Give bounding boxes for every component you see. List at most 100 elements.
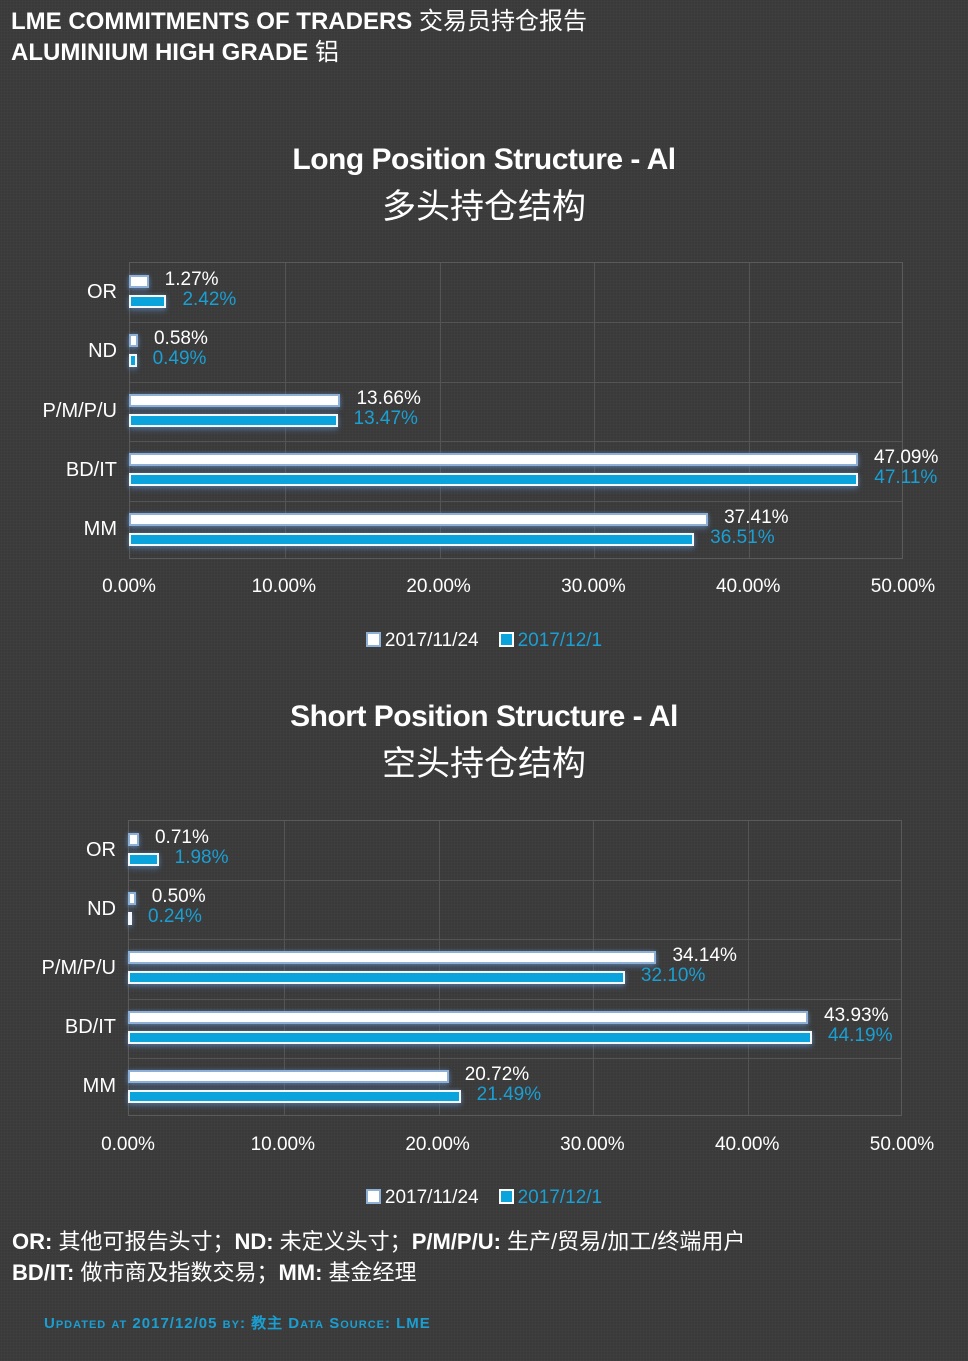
gridline-vertical <box>439 263 441 558</box>
category-label: OR <box>87 280 117 303</box>
abbreviation-meaning: 基金经理 <box>322 1260 417 1285</box>
abbreviation-key: ND: <box>234 1229 274 1254</box>
data-label: 37.41% <box>724 506 789 528</box>
report-title-line2: ALUMINIUM HIGH GRADE 铝 <box>11 39 339 67</box>
report-title-en: LME COMMITMENTS OF TRADERS <box>11 8 413 35</box>
category-label: P/M/P/U <box>42 399 117 422</box>
bar-2017-11-24 <box>128 1010 809 1024</box>
bar-2017-12-1 <box>128 912 132 926</box>
legend-label: 2017/12/1 <box>517 630 603 651</box>
x-tick-label: 10.00% <box>250 1134 316 1155</box>
gridline-horizontal <box>130 441 902 442</box>
legend-swatch-icon <box>498 632 514 647</box>
x-tick-label: 20.00% <box>406 576 471 597</box>
x-tick-label: 30.00% <box>560 1134 625 1155</box>
abbreviation-key: MM: <box>278 1260 323 1285</box>
bar-2017-12-1 <box>128 1030 813 1044</box>
bar-2017-12-1 <box>128 971 625 985</box>
gridline-vertical <box>749 263 751 558</box>
category-label: MM <box>82 1075 116 1098</box>
gridline-vertical <box>748 821 750 1115</box>
abbreviation-notes-line2: BD/IT: 做市商及指数交易；MM: 基金经理 <box>12 1258 417 1288</box>
bar-2017-12-1 <box>129 295 167 308</box>
gridline-horizontal <box>129 1058 901 1059</box>
bar-2017-12-1 <box>129 532 695 546</box>
legend-item-2017-12-1: 2017/12/1 <box>498 1187 603 1209</box>
data-label: 34.14% <box>672 945 737 967</box>
data-label: 0.49% <box>152 348 207 370</box>
bar-2017-11-24 <box>129 393 341 407</box>
legend-item-2017-11-24: 2017/11/24 <box>365 1187 479 1209</box>
legend-label: 2017/11/24 <box>384 630 479 651</box>
gridline-horizontal <box>129 999 901 1000</box>
data-label: 1.27% <box>164 269 219 290</box>
abbreviation-key: BD/IT: <box>12 1260 75 1285</box>
data-label: 2.42% <box>182 289 237 310</box>
x-tick-label: 10.00% <box>251 576 317 597</box>
short-chart-title: Short Position Structure - Al <box>290 700 678 733</box>
gridline-vertical <box>284 263 286 558</box>
legend-label: 2017/12/1 <box>517 1187 603 1208</box>
update-source-footer: Updated at 2017/12/05 by: 教主 Data Source… <box>44 1315 431 1332</box>
data-label: 20.72% <box>464 1063 530 1085</box>
abbreviation-key: P/M/P/U: <box>411 1229 501 1254</box>
x-tick-label: 20.00% <box>405 1134 470 1155</box>
data-label: 13.47% <box>353 407 418 429</box>
abbreviation-meaning: 未定义头寸； <box>273 1229 412 1254</box>
legend-swatch-icon <box>498 1189 514 1204</box>
metal-name-en: ALUMINIUM HIGH GRADE <box>11 39 309 66</box>
gridline-vertical <box>593 821 595 1115</box>
legend-label: 2017/11/24 <box>384 1187 479 1208</box>
report-title-cn: 交易员持仓报告 <box>418 8 587 35</box>
category-label: ND <box>88 340 117 363</box>
chart-legend: 2017/11/24 2017/12/1 <box>0 630 968 652</box>
abbreviation-meaning: 其他可报告头寸； <box>52 1229 235 1254</box>
bar-2017-11-24 <box>128 833 139 846</box>
legend-swatch-icon <box>365 1189 381 1204</box>
bar-2017-12-1 <box>129 354 137 368</box>
bar-2017-11-24 <box>128 1069 449 1083</box>
gridline-vertical <box>283 821 285 1115</box>
bar-2017-11-24 <box>129 334 138 348</box>
gridline-horizontal <box>130 382 902 383</box>
plot-area <box>128 820 902 1116</box>
legend-swatch-icon <box>365 632 381 647</box>
gridline-horizontal <box>130 501 902 502</box>
data-label: 0.24% <box>148 906 202 928</box>
bar-2017-11-24 <box>128 951 657 965</box>
legend-item-2017-12-1: 2017/12/1 <box>498 630 603 652</box>
gridline-horizontal <box>130 322 902 323</box>
bar-2017-11-24 <box>129 512 709 526</box>
category-label: BD/IT <box>64 1016 116 1039</box>
data-label: 36.51% <box>710 526 775 548</box>
legend-item-2017-11-24: 2017/11/24 <box>365 630 479 652</box>
bar-2017-12-1 <box>129 473 859 487</box>
bar-2017-12-1 <box>128 1089 461 1103</box>
category-label: ND <box>87 897 116 920</box>
abbreviation-notes-line1: OR: 其他可报告头寸；ND: 未定义头寸；P/M/P/U: 生产/贸易/加工/… <box>12 1227 745 1257</box>
chart-legend: 2017/11/24 2017/12/1 <box>0 1187 968 1209</box>
category-label: P/M/P/U <box>41 957 116 979</box>
gridline-horizontal <box>129 939 901 940</box>
x-tick-label: 0.00% <box>101 1134 155 1155</box>
long-chart-title: Long Position Structure - Al <box>292 143 676 176</box>
gridline-vertical <box>594 263 596 558</box>
bar-2017-11-24 <box>128 892 136 906</box>
plot-area <box>129 262 903 559</box>
bar-2017-12-1 <box>128 853 159 866</box>
data-label: 43.93% <box>824 1004 889 1026</box>
data-label: 0.71% <box>154 827 209 848</box>
gridline-vertical <box>438 821 440 1115</box>
short-chart-subtitle: 空头持仓结构 <box>382 744 586 784</box>
data-label: 0.50% <box>151 886 206 908</box>
report-title-line1: LME COMMITMENTS OF TRADERS 交易员持仓报告 <box>11 8 587 36</box>
gridline-horizontal <box>129 880 901 881</box>
data-label: 13.66% <box>356 387 421 409</box>
x-tick-label: 40.00% <box>715 576 781 597</box>
category-label: OR <box>86 838 116 861</box>
x-tick-label: 40.00% <box>714 1134 780 1155</box>
data-label: 1.98% <box>174 847 229 868</box>
abbreviation-key: OR: <box>12 1229 53 1254</box>
data-label: 21.49% <box>476 1083 542 1105</box>
bar-2017-12-1 <box>129 413 338 427</box>
